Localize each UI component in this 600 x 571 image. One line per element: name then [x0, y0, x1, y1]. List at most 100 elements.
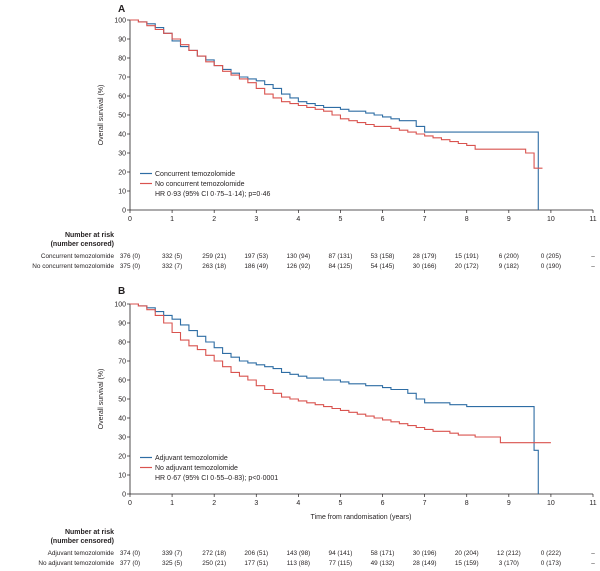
risk-cell: –: [591, 550, 595, 557]
risk-cell: 332 (7): [162, 263, 182, 270]
x-tick-label: 9: [507, 500, 511, 507]
panel-b-risk-subheading: (number censored): [51, 538, 114, 545]
panel-b-letter: B: [118, 286, 125, 297]
y-tick-label: 100: [114, 17, 126, 24]
y-tick-label: 70: [118, 74, 126, 81]
risk-cell: 94 (141): [329, 550, 353, 557]
y-tick-label: 90: [118, 320, 126, 327]
x-tick-label: 1: [170, 500, 174, 507]
x-tick-label: 7: [423, 500, 427, 507]
risk-cell: 0 (222): [541, 550, 561, 557]
risk-cell: 206 (51): [244, 550, 268, 557]
panel-b-risk-row-label: No adjuvant temozolomide: [38, 560, 114, 567]
y-tick-label: 30: [118, 150, 126, 157]
panel-a-risk-cells: 376 (0) 332 (5) 259 (21) 197 (53) 130 (94) 87…: [120, 253, 595, 270]
y-tick-label: 50: [118, 396, 126, 403]
panel-a-risk-row-label: No concurrent temozolomide: [32, 263, 114, 270]
y-tick-label: 20: [118, 453, 126, 460]
risk-cell: 3 (170): [499, 560, 519, 567]
panel-a-risk-subheading: (number censored): [51, 241, 114, 248]
y-tick-label: 40: [118, 415, 126, 422]
y-tick-label: 100: [114, 301, 126, 308]
x-tick-label: 8: [465, 500, 469, 507]
risk-cell: 87 (131): [329, 253, 353, 260]
risk-cell: 6 (200): [499, 253, 519, 260]
risk-cell: 0 (173): [541, 560, 561, 567]
x-tick-label: 4: [296, 500, 300, 507]
panel-a-risk-table: Number at risk (number censored) Concurr…: [32, 232, 595, 270]
risk-cell: 339 (7): [162, 550, 182, 557]
risk-cell: 325 (5): [162, 560, 182, 567]
survival-curve-treatment: [130, 303, 539, 494]
y-tick-label: 40: [118, 131, 126, 138]
survival-curve-treatment: [130, 19, 539, 210]
legend-label-no-concurrent: No concurrent temozolomide: [155, 181, 245, 188]
y-tick-label: 0: [122, 207, 126, 214]
x-tick-label: 3: [254, 216, 258, 223]
legend-label-no-adjuvant: No adjuvant temozolomide: [155, 465, 238, 472]
panel-b-y-axis-title: Overall survival (%): [98, 369, 105, 430]
risk-cell: 15 (191): [455, 253, 479, 260]
legend-label-adjuvant: Adjuvant temozolomide: [155, 455, 228, 462]
risk-cell: 250 (21): [202, 560, 226, 567]
x-tick-label: 0: [128, 500, 132, 507]
panel-a-y-axis-title: Overall survival (%): [98, 85, 105, 146]
risk-cell: 54 (145): [371, 263, 395, 270]
risk-cell: 177 (51): [244, 560, 268, 567]
risk-cell: 28 (149): [413, 560, 437, 567]
risk-cell: 375 (0): [120, 263, 140, 270]
panel-b-plot: 0 10 20 30 40 50 60 70 80 90 100 0 1 2 3 4 5 6 7 8 9 10 11: [114, 301, 596, 507]
x-tick-label: 2: [212, 500, 216, 507]
risk-cell: 28 (179): [413, 253, 437, 260]
x-tick-label: 10: [547, 500, 555, 507]
y-tick-label: 10: [118, 188, 126, 195]
risk-cell: 113 (88): [287, 560, 310, 567]
x-tick-label: 7: [423, 216, 427, 223]
x-tick-label: 8: [465, 216, 469, 223]
x-tick-label: 9: [507, 216, 511, 223]
y-tick-label: 0: [122, 491, 126, 498]
x-tick-label: 5: [339, 500, 343, 507]
risk-cell: 20 (172): [455, 263, 479, 270]
risk-cell: 376 (0): [120, 253, 140, 260]
panel-b-risk-cells: 374 (0) 339 (7) 272 (18) 206 (51) 143 (98) 94…: [120, 550, 595, 567]
y-tick-label: 90: [118, 36, 126, 43]
risk-cell: 15 (159): [455, 560, 479, 567]
y-tick-label: 30: [118, 434, 126, 441]
x-tick-label: 11: [589, 216, 596, 223]
risk-cell: 0 (205): [541, 253, 561, 260]
y-tick-label: 80: [118, 55, 126, 62]
x-tick-label: 0: [128, 216, 132, 223]
risk-cell: 49 (132): [371, 560, 395, 567]
risk-cell: 332 (5): [162, 253, 182, 260]
risk-cell: 130 (94): [286, 253, 310, 260]
y-tick-label: 70: [118, 358, 126, 365]
panel-a-legend: Concurrent temozolomide No concurrent te…: [140, 171, 270, 198]
risk-cell: 272 (18): [202, 550, 226, 557]
risk-cell: 77 (115): [329, 560, 352, 567]
risk-cell: 143 (98): [286, 550, 310, 557]
panel-b-risk-heading: Number at risk: [65, 529, 114, 536]
x-tick-label: 6: [381, 500, 385, 507]
x-tick-label: 11: [589, 500, 596, 507]
y-tick-label: 10: [118, 472, 126, 479]
risk-cell: –: [591, 560, 595, 567]
risk-cell: 0 (190): [541, 263, 561, 270]
panel-a: A Overall survival (%) 01020304050607080…: [32, 4, 596, 270]
panel-b-x-axis-title: Time from randomisation (years): [311, 514, 412, 521]
y-tick-label: 60: [118, 377, 126, 384]
risk-cell: 377 (0): [120, 560, 140, 567]
x-tick-label: 3: [254, 500, 258, 507]
panel-a-letter: A: [118, 4, 125, 15]
risk-cell: –: [591, 263, 595, 270]
survival-curve-control: [130, 19, 543, 169]
y-tick-label: 20: [118, 169, 126, 176]
risk-cell: 30 (166): [413, 263, 437, 270]
risk-cell: 53 (158): [371, 253, 395, 260]
panel-a-plot: 0 10 20 30 40 50 60 70 80 90 100 0 1 2 3 4 5 6 7 8 9 10 11: [114, 17, 596, 223]
panel-a-hazard-ratio: HR 0·93 (95% CI 0·75–1·14); p=0·46: [155, 191, 270, 198]
risk-cell: 20 (204): [455, 550, 479, 557]
panel-b-risk-row-label: Adjuvant temozolomide: [48, 550, 115, 557]
risk-cell: 126 (92): [286, 263, 310, 270]
risk-cell: 263 (18): [202, 263, 226, 270]
